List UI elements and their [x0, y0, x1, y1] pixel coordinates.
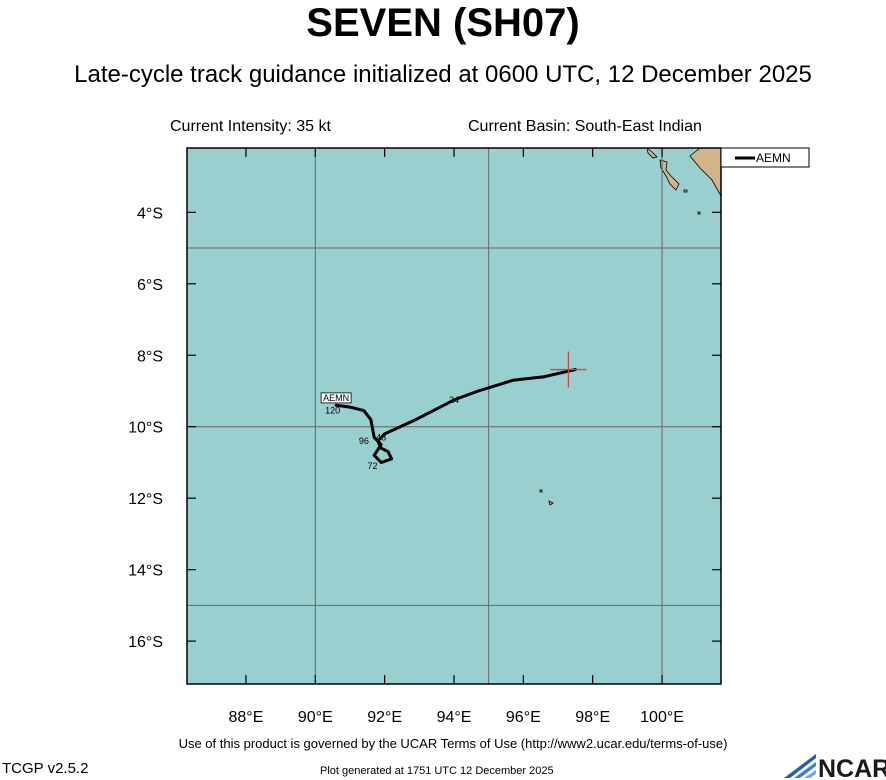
generated-timestamp: Plot generated at 1751 UTC 12 December 2… — [320, 765, 554, 777]
tau-label: 120 — [325, 406, 340, 416]
legend-frame — [720, 147, 810, 168]
lat-tick-label: 12°S — [128, 491, 163, 508]
island-north — [646, 148, 658, 159]
current-position-marker — [550, 351, 587, 388]
version-label: TCGP v2.5.2 — [2, 760, 89, 777]
lat-tick-label: 4°S — [137, 205, 163, 222]
land-layer — [539, 148, 721, 506]
tau-label: 72 — [368, 461, 378, 471]
lat-tick-label: 10°S — [128, 420, 163, 437]
ncar-logo-text: NCAR — [818, 755, 886, 780]
tau-label: 24 — [449, 395, 459, 405]
sumatra-coast — [689, 148, 721, 197]
current-basin: Current Basin: South-East Indian — [468, 118, 702, 135]
lat-tick-label: 6°S — [137, 277, 163, 294]
legend: AEMN — [720, 147, 810, 168]
axis-ticks: 4°S 6°S 8°S 10°S 12°S 14°S 16°S 88°E 90°E 92°E 94°… — [128, 148, 721, 726]
lat-tick-label: 14°S — [128, 563, 163, 580]
island-large — [659, 159, 680, 191]
ncar-logo: NCAR — [784, 754, 886, 780]
track-end-label-box — [320, 392, 352, 404]
track-line-aemn — [334, 368, 577, 464]
tau-label: 48 — [376, 432, 386, 442]
cocos-island-b — [548, 500, 554, 506]
cocos-island-a — [539, 489, 543, 493]
terms-of-use: Use of this product is governed by the U… — [178, 736, 728, 751]
tau-label: 96 — [359, 436, 369, 446]
ncar-logo-mark — [784, 754, 816, 778]
lon-tick-label: 98°E — [575, 709, 610, 726]
lon-tick-label: 88°E — [229, 709, 264, 726]
lat-tick-label: 8°S — [137, 348, 163, 365]
grid-lines — [187, 148, 721, 684]
island-small-b — [697, 211, 701, 215]
lon-tick-label: 90°E — [298, 709, 333, 726]
legend-label-aemn: AEMN — [756, 151, 791, 165]
lon-tick-label: 94°E — [437, 709, 472, 726]
lon-tick-label: 96°E — [506, 709, 541, 726]
lon-tick-label: 92°E — [367, 709, 402, 726]
lon-tick-label: 100°E — [640, 709, 684, 726]
lat-tick-label: 16°S — [128, 634, 163, 651]
ocean-area — [187, 148, 721, 684]
track-end-label: AEMN — [323, 393, 349, 403]
tracks-layer: 24 48 72 96 120 AEMN — [320, 368, 577, 471]
island-small-a — [683, 189, 688, 193]
current-intensity: Current Intensity: 35 kt — [170, 118, 331, 135]
subtitle: Late-cycle track guidance initialized at… — [74, 61, 812, 88]
storm-title: SEVEN (SH07) — [306, 1, 580, 45]
